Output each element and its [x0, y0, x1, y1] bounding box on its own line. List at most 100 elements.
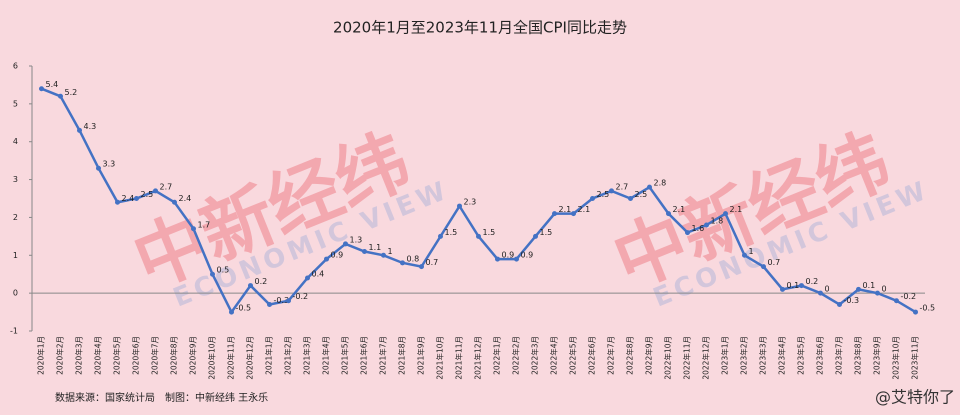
x-tick-label: 2022年9月	[644, 336, 654, 375]
x-tick-label: 2021年11月	[454, 336, 464, 380]
point	[495, 256, 500, 262]
data-label: 0.4	[312, 270, 325, 279]
data-label: 1.8	[711, 217, 724, 226]
point	[571, 211, 576, 217]
y-tick-label: 0	[13, 289, 18, 298]
x-tick-label: 2022年2月	[511, 336, 521, 375]
x-tick-label: 2020年9月	[188, 336, 198, 375]
data-label: 1.3	[350, 235, 363, 244]
x-tick-label: 2022年11月	[682, 336, 692, 380]
point	[609, 188, 614, 194]
point	[590, 196, 595, 201]
x-tick-label: 2022年12月	[701, 336, 711, 380]
data-label: 5.2	[65, 88, 78, 97]
x-tick-label: 2023年5月	[796, 336, 806, 375]
data-label: -0.2	[901, 292, 917, 301]
x-tick-label: 2022年8月	[625, 336, 635, 375]
weibo-watermark: @艾特你了	[875, 388, 955, 407]
data-label: 0.7	[426, 258, 439, 267]
point	[305, 275, 310, 281]
point	[400, 260, 405, 266]
x-tick-label: 2023年4月	[777, 336, 787, 375]
data-label: -0.2	[293, 292, 309, 301]
point	[191, 226, 196, 232]
point	[818, 290, 823, 296]
data-label: 2.5	[635, 190, 648, 199]
point	[324, 256, 329, 262]
y-tick-label: 3	[13, 175, 18, 184]
point	[457, 203, 462, 209]
point	[419, 264, 424, 270]
point	[723, 211, 728, 217]
x-tick-label: 2020年1月	[36, 336, 46, 375]
data-label: 1.7	[198, 220, 211, 229]
x-tick-label: 2020年7月	[150, 336, 160, 375]
data-label: 2.4	[179, 194, 192, 203]
y-tick-label: -1	[10, 327, 18, 336]
point	[875, 290, 880, 296]
point	[267, 302, 272, 307]
data-label: 1.1	[369, 243, 382, 252]
data-label: 2.1	[559, 205, 572, 214]
data-label: 0.2	[255, 277, 268, 286]
x-tick-label: 2021年1月	[264, 336, 274, 375]
x-tick-label: 2023年2月	[739, 336, 749, 375]
x-tick-label: 2022年4月	[549, 336, 559, 375]
point	[514, 256, 519, 262]
data-label: -0.5	[920, 304, 936, 313]
x-tick-label: 2023年6月	[815, 336, 825, 375]
x-tick-label: 2021年4月	[321, 336, 331, 375]
x-tick-label: 2022年3月	[530, 336, 540, 375]
y-tick-label: 4	[13, 137, 18, 146]
point	[58, 93, 63, 99]
data-label: 1.5	[483, 228, 496, 237]
data-label: 2.5	[597, 190, 610, 199]
x-tick-label: 2020年10月	[207, 336, 217, 380]
x-tick-label: 2021年12月	[473, 336, 483, 380]
data-label: 0.1	[787, 281, 800, 290]
point	[799, 283, 804, 289]
point	[229, 309, 234, 315]
point	[913, 309, 918, 315]
data-label: 0.8	[407, 254, 420, 263]
data-label: 0	[882, 285, 887, 294]
point	[172, 199, 177, 205]
point	[837, 302, 842, 307]
data-label: 1.6	[692, 224, 705, 233]
point	[647, 184, 652, 190]
x-tick-label: 2021年6月	[359, 336, 369, 375]
x-tick-label: 2021年10月	[435, 336, 445, 380]
point	[115, 199, 120, 205]
point	[552, 211, 557, 217]
y-tick-label: 5	[13, 99, 18, 108]
data-label: 1	[749, 247, 754, 256]
x-tick-label: 2022年1月	[492, 336, 502, 375]
y-tick-label: 1	[13, 251, 18, 260]
data-label: 2.4	[122, 194, 135, 203]
point	[134, 196, 139, 201]
data-label: -0.3	[274, 296, 290, 305]
data-label: 2.3	[464, 198, 477, 207]
data-label: 0.9	[502, 251, 515, 260]
point	[761, 264, 766, 270]
x-tick-label: 2020年11月	[226, 336, 236, 380]
data-label: 1	[388, 247, 393, 256]
data-label: 5.4	[46, 80, 59, 89]
data-label: -0.3	[844, 296, 860, 305]
x-tick-label: 2023年1月	[720, 336, 730, 375]
point	[77, 127, 82, 133]
point	[286, 298, 291, 304]
data-label: -0.5	[236, 304, 252, 313]
point	[438, 233, 443, 239]
x-tick-label: 2021年2月	[283, 336, 293, 375]
data-label: 0.5	[217, 266, 230, 275]
data-label: 2.1	[578, 205, 591, 214]
point	[780, 286, 785, 292]
x-tick-label: 2022年7月	[606, 336, 616, 375]
data-label: 2.8	[654, 179, 667, 188]
point	[628, 196, 633, 201]
point	[685, 230, 690, 236]
x-tick-label: 2020年8月	[169, 336, 179, 375]
source-note: 数据来源：国家统计局 制图：中新经纬 王永乐	[55, 391, 268, 404]
data-label: 0.1	[863, 281, 876, 290]
